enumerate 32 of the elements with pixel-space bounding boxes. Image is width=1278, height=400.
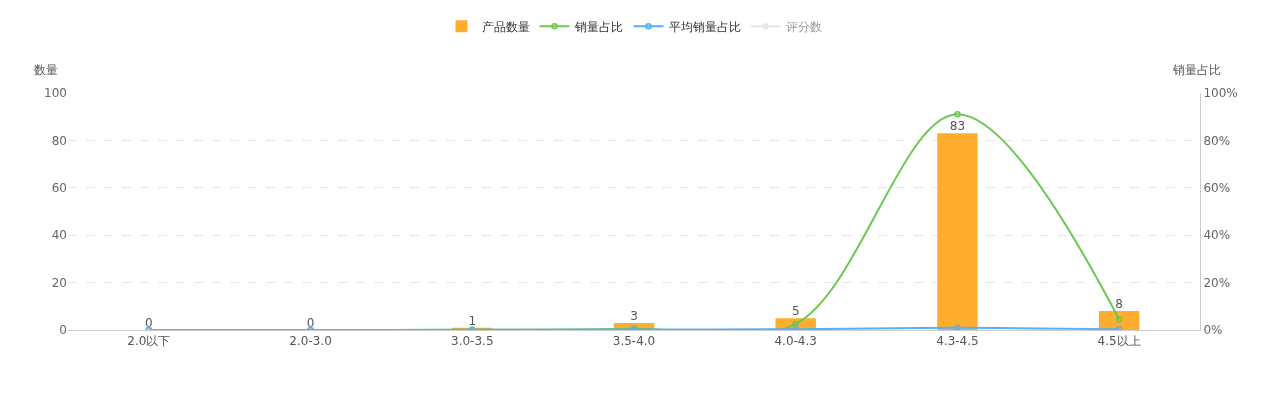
y-tick-label: 100 xyxy=(44,86,67,101)
data-label: 83 xyxy=(949,119,966,134)
y-tick-label: 0 xyxy=(59,323,67,338)
y-tick-label: 80 xyxy=(51,133,67,148)
x-tick-label: 3.0-3.5 xyxy=(451,334,494,349)
x-tick-label: 4.3-4.5 xyxy=(936,334,979,349)
y2-tick-label: 0% xyxy=(1203,323,1223,338)
data-label: 1 xyxy=(468,313,477,328)
y2-tick-label: 80% xyxy=(1203,133,1231,148)
y-tick-label: 60 xyxy=(51,181,67,195)
x-tick-label: 2.0-3.0 xyxy=(289,334,332,349)
y-tick-label: 40 xyxy=(51,228,67,243)
y2-tick-label: 20% xyxy=(1203,275,1231,290)
legend-label: 平均销量占比 xyxy=(668,20,741,35)
data-label: 3 xyxy=(630,308,638,323)
data-label: 0 xyxy=(145,316,153,330)
y2-tick-label: 40% xyxy=(1203,228,1231,243)
x-tick-label: 3.5-4.0 xyxy=(612,334,656,349)
x-tick-label: 2.0以下 xyxy=(127,334,171,349)
data-label: 5 xyxy=(791,304,800,319)
y2-tick-label: 60% xyxy=(1203,181,1231,195)
y-tick-label: 20 xyxy=(51,275,67,290)
legend-label: 产品数量 xyxy=(481,20,530,35)
data-label: 0 xyxy=(306,316,315,330)
y2-tick-label: 100% xyxy=(1203,86,1238,101)
data-label: 8 xyxy=(1115,297,1123,312)
x-tick-label: 4.5以上 xyxy=(1097,334,1141,349)
legend-label: 评分数 xyxy=(785,20,822,35)
x-tick-label: 4.0-4.3 xyxy=(774,334,817,349)
legend-label: 销量占比 xyxy=(573,20,623,35)
y-axis-title: 数量 xyxy=(34,63,58,77)
y2-axis-title: 销量占比 xyxy=(1172,63,1221,77)
